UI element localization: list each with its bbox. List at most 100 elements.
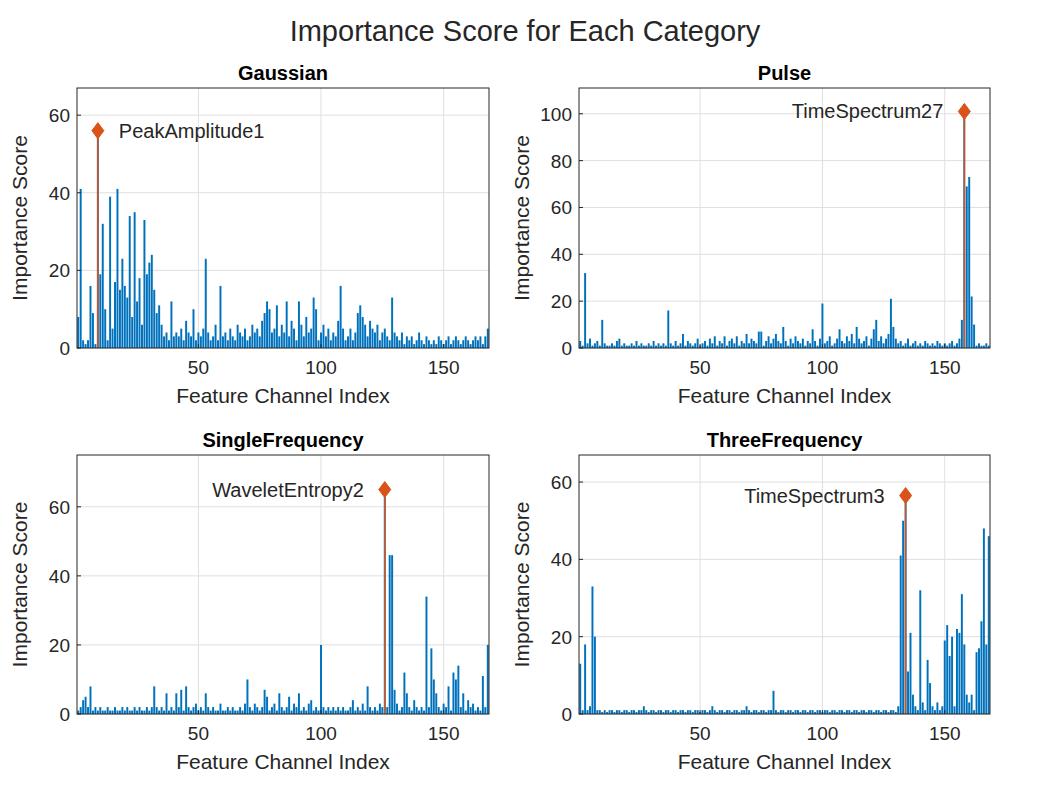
bar <box>611 343 613 348</box>
bar <box>391 555 393 714</box>
y-tick <box>77 270 81 271</box>
bar <box>313 298 315 348</box>
bar <box>210 340 212 348</box>
bar <box>288 336 290 348</box>
bar <box>320 645 322 714</box>
bar <box>143 220 145 348</box>
bar <box>163 336 165 348</box>
bar <box>736 710 738 714</box>
bar <box>470 344 472 348</box>
bar <box>288 697 290 714</box>
bar <box>418 711 420 714</box>
bar <box>455 679 457 714</box>
bar <box>961 594 963 714</box>
y-tick <box>579 160 583 161</box>
bar <box>188 707 190 714</box>
bar <box>197 711 199 714</box>
bar <box>900 556 902 714</box>
bar <box>640 343 642 348</box>
bar <box>77 711 79 714</box>
bar <box>134 212 136 348</box>
bar <box>178 707 180 714</box>
bar <box>104 309 106 348</box>
bar <box>748 710 750 714</box>
bar <box>905 343 907 348</box>
bar <box>327 329 329 348</box>
subplot: TimeSpectrum3501001500204060Feature Chan… <box>510 429 990 773</box>
x-tick <box>700 344 701 348</box>
bar <box>313 711 315 714</box>
bar <box>357 707 359 714</box>
bar <box>445 340 447 348</box>
bar <box>900 341 902 348</box>
bar <box>266 301 268 348</box>
bar <box>440 340 442 348</box>
bar <box>601 320 603 348</box>
bar <box>450 344 452 348</box>
bar <box>785 341 787 348</box>
bar <box>616 710 618 714</box>
bar <box>435 344 437 348</box>
bar <box>768 710 770 714</box>
bar <box>438 707 440 714</box>
bar <box>951 341 953 348</box>
bar <box>408 707 410 714</box>
bar <box>584 644 586 714</box>
bar <box>922 702 924 714</box>
x-tick-label: 50 <box>188 723 209 744</box>
bar <box>369 707 371 714</box>
bar <box>273 329 275 348</box>
bar <box>205 693 207 714</box>
bar <box>406 336 408 348</box>
y-tick-label: 60 <box>551 197 572 218</box>
plot-area <box>77 88 489 348</box>
x-tick-label: 100 <box>807 357 839 378</box>
bar <box>892 327 894 348</box>
bar <box>687 341 689 348</box>
bar <box>660 710 662 714</box>
bar <box>878 710 880 714</box>
bar <box>207 332 209 348</box>
bar <box>618 710 620 714</box>
bar <box>384 329 386 348</box>
bar <box>195 704 197 714</box>
bar <box>266 697 268 714</box>
bar <box>579 664 581 714</box>
bar <box>457 340 459 348</box>
bar <box>170 301 172 348</box>
bar <box>689 343 691 348</box>
bar <box>340 711 342 714</box>
bar <box>109 197 111 348</box>
bar <box>259 336 261 348</box>
x-tick <box>944 710 945 714</box>
bar <box>665 710 667 714</box>
bar <box>653 341 655 348</box>
x-tick <box>944 344 945 348</box>
y-tick-label: 0 <box>59 338 70 359</box>
bar <box>278 693 280 714</box>
y-tick <box>579 207 583 208</box>
bar <box>971 296 973 348</box>
bar <box>389 555 391 714</box>
bar <box>269 711 271 714</box>
bars <box>77 131 489 348</box>
bar <box>636 341 638 348</box>
bar <box>932 343 934 348</box>
bar <box>475 336 477 348</box>
bar <box>327 707 329 714</box>
bar <box>244 704 246 714</box>
bar <box>687 710 689 714</box>
bar <box>455 336 457 348</box>
bar <box>224 711 226 714</box>
bar <box>457 666 459 714</box>
bar <box>315 309 317 348</box>
bar <box>958 633 960 714</box>
bar <box>841 341 843 348</box>
axes-frame <box>77 88 489 348</box>
bar <box>802 710 804 714</box>
bar <box>325 711 327 714</box>
grid-line <box>77 115 489 116</box>
bar <box>261 321 263 348</box>
bar <box>709 710 711 714</box>
bar <box>484 336 486 348</box>
